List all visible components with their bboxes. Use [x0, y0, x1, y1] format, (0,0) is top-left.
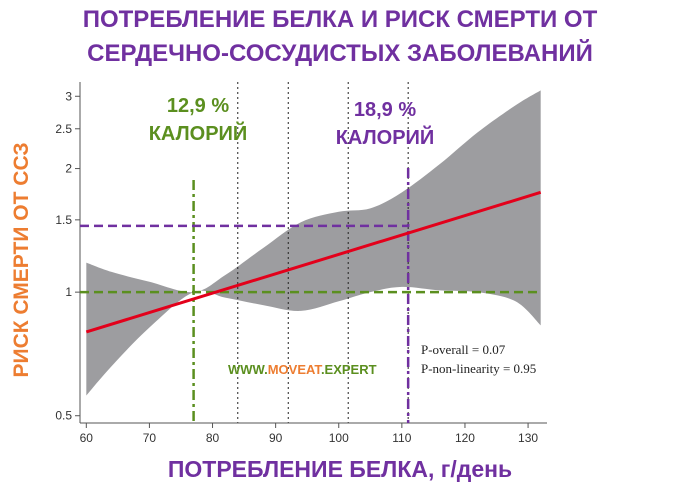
annotation-right: 18,9 % КАЛОРИЙ — [320, 96, 450, 152]
annotation-left: 12,9 % КАЛОРИЙ — [138, 92, 258, 148]
x-tick-label-3: 80 — [206, 431, 220, 445]
watermark-prefix: WWW. — [228, 362, 268, 377]
chart-title-line-1: ПОТРЕБЛЕНИЕ БЕЛКА И РИСК СМЕРТИ ОТ — [82, 6, 598, 33]
annotation-right-label: КАЛОРИЙ — [335, 127, 435, 149]
y-tick-label-2: 1 — [65, 285, 72, 299]
watermark-suffix: .EXPERT — [320, 362, 377, 377]
x-tick-label-4: 90 — [269, 431, 283, 445]
y-tick-label-4: 2 — [65, 162, 72, 176]
y-tick-label-5: 2.5 — [55, 122, 72, 136]
annotation-left-label: КАЛОРИЙ — [148, 123, 248, 145]
annotation-left-percent: 12,9 % — [166, 95, 230, 117]
watermark: WWW.MOVEAT.EXPERT — [228, 362, 377, 377]
risk-trend-line — [85, 190, 542, 334]
x-tick-label-8: 130 — [518, 431, 538, 445]
watermark-brand: MOVEAT — [267, 362, 321, 377]
y-axis-label: РИСК СМЕРТИ ОТ ССЗ — [10, 142, 33, 378]
y-tick-label-6: 3 — [65, 89, 72, 103]
p-overall-text: P-overall = 0.07 — [421, 342, 506, 357]
y-tick-label-3: 1.5 — [55, 213, 72, 227]
x-tick-label-1: 60 — [80, 431, 94, 445]
x-tick-label-2: 70 — [143, 431, 157, 445]
confidence-band — [86, 90, 541, 396]
annotation-right-percent: 18,9 % — [353, 99, 417, 121]
x-axis-label: ПОТРЕБЛЕНИЕ БЕЛКА, г/день — [167, 456, 513, 482]
x-tick-label-5: 100 — [329, 431, 349, 445]
x-tick-label-6: 110 — [392, 431, 411, 445]
x-tick-label-7: 120 — [455, 431, 475, 445]
y-tick-label-1: 0.5 — [55, 409, 72, 423]
p-nonlinearity-text: P-non-linearity = 0.95 — [421, 361, 537, 376]
chart-title-line-2: СЕРДЕЧНО-СОСУДИСТЫХ ЗАБОЛЕВАНИЙ — [87, 40, 593, 67]
